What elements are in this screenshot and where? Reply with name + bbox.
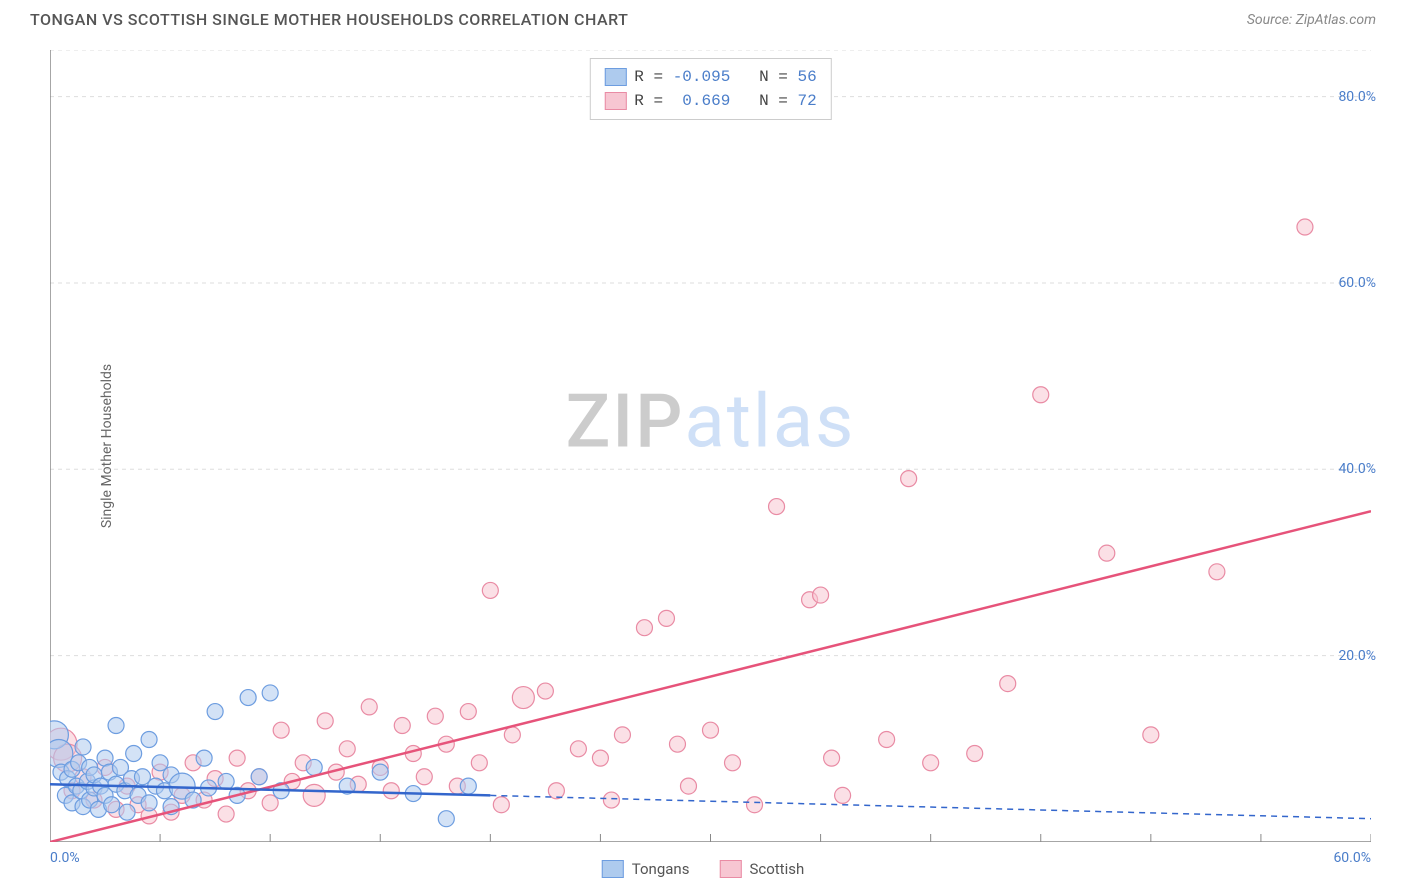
y-tick-label: 60.0% <box>1338 275 1376 291</box>
tongans-point <box>251 769 267 785</box>
scottish-point <box>813 587 829 603</box>
scottish-point <box>1099 545 1115 561</box>
tongans-regression-dashed <box>490 795 1371 818</box>
scottish-point <box>273 722 289 738</box>
y-tick-label: 80.0% <box>1338 89 1376 105</box>
tongans-point <box>262 685 278 701</box>
tongans-point <box>240 690 256 706</box>
legend-item-tongans: Tongans <box>602 860 690 878</box>
scottish-point <box>537 683 553 699</box>
legend-item-scottish: Scottish <box>719 860 804 878</box>
scottish-point <box>416 769 432 785</box>
tongans-point <box>207 704 223 720</box>
scottish-point <box>614 727 630 743</box>
scottish-point <box>658 610 674 626</box>
scottish-point <box>317 713 333 729</box>
scottish-point <box>725 755 741 771</box>
scottish-point <box>493 797 509 813</box>
scottish-point <box>824 750 840 766</box>
tongans-point <box>119 804 135 820</box>
tongans-point <box>75 739 91 755</box>
scottish-point <box>460 704 476 720</box>
tongans-point <box>141 732 157 748</box>
scottish-point <box>218 806 234 822</box>
scottish-point <box>669 736 685 752</box>
scatter-plot <box>50 50 1371 842</box>
y-tick-label: 40.0% <box>1338 461 1376 477</box>
scottish-swatch <box>604 92 626 110</box>
scottish-point <box>1209 564 1225 580</box>
scottish-point <box>427 708 443 724</box>
tongans-point <box>460 778 476 794</box>
scottish-point <box>471 755 487 771</box>
tongans-point <box>104 797 120 813</box>
tongans-point <box>438 811 454 827</box>
scottish-point <box>1033 387 1049 403</box>
scottish-point <box>603 792 619 808</box>
scottish-point <box>769 499 785 515</box>
tongans-point <box>126 745 142 761</box>
stat-legend-row: R = 0.669 N = 72 <box>604 89 816 113</box>
scottish-point <box>1143 727 1159 743</box>
scottish-regression-line <box>50 511 1371 842</box>
tongans-swatch <box>602 860 624 878</box>
tongans-point <box>108 718 124 734</box>
tongans-point <box>141 795 157 811</box>
tongans-point <box>218 773 234 789</box>
y-tick-label: 20.0% <box>1338 648 1376 664</box>
scottish-point <box>636 620 652 636</box>
scottish-point <box>394 718 410 734</box>
tongans-point <box>196 750 212 766</box>
scottish-point <box>1297 219 1313 235</box>
scottish-point <box>967 745 983 761</box>
scottish-point <box>747 797 763 813</box>
source-label: Source: ZipAtlas.com <box>1247 12 1376 28</box>
series-legend: Tongans Scottish <box>602 860 804 878</box>
tongans-swatch <box>604 68 626 86</box>
tongans-point <box>306 759 322 775</box>
scottish-point <box>570 741 586 757</box>
scottish-point <box>361 699 377 715</box>
legend-label: Tongans <box>632 860 690 878</box>
legend-label: Scottish <box>749 860 804 878</box>
tongans-point <box>372 764 388 780</box>
scottish-point <box>383 783 399 799</box>
scottish-point <box>592 750 608 766</box>
x-tick-label: 60.0% <box>1333 850 1371 866</box>
stat-legend-row: R = -0.095 N = 56 <box>604 65 816 89</box>
scottish-point <box>923 755 939 771</box>
scottish-point <box>229 750 245 766</box>
scottish-point <box>680 778 696 794</box>
scottish-point <box>1000 676 1016 692</box>
scottish-point <box>339 741 355 757</box>
scottish-point <box>703 722 719 738</box>
scottish-point <box>303 784 325 806</box>
scottish-point <box>835 787 851 803</box>
scottish-point <box>512 687 534 709</box>
scottish-point <box>901 471 917 487</box>
chart-title: TONGAN VS SCOTTISH SINGLE MOTHER HOUSEHO… <box>30 10 628 29</box>
scottish-point <box>879 732 895 748</box>
stat-legend: R = -0.095 N = 56R = 0.669 N = 72 <box>589 58 831 120</box>
scottish-point <box>482 582 498 598</box>
scottish-swatch <box>719 860 741 878</box>
x-tick-label: 0.0% <box>50 850 80 866</box>
scottish-point <box>504 727 520 743</box>
chart-area: Single Mother Households ZIPatlas R = -0… <box>50 50 1371 842</box>
